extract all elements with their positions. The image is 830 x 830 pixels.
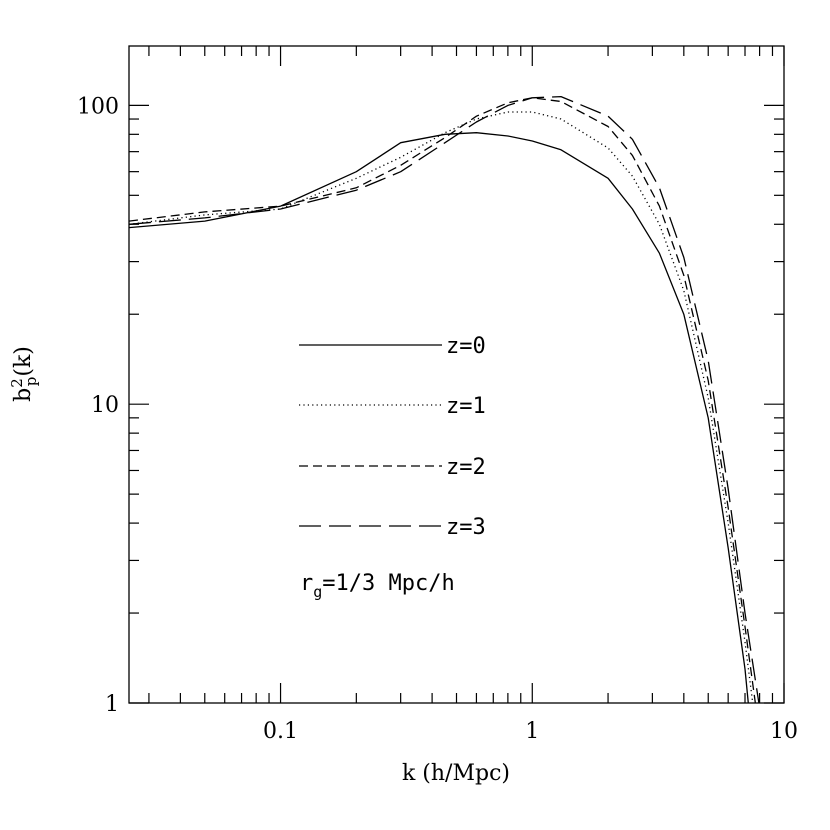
y-label-base: b [11, 388, 36, 402]
y-tick-label: 1 [105, 692, 119, 717]
legend-label-z3: z=3 [446, 515, 486, 540]
x-axis-label: k (h/Mpc) [402, 761, 510, 786]
y-axis-label: b2p(k) [8, 346, 40, 402]
x-tick-label: 0.1 [263, 719, 298, 744]
svg-text:b2p(k): b2p(k) [8, 346, 40, 402]
y-tick-label: 100 [77, 94, 119, 119]
axis-tick-labels: 0.1 1 10 1 10 100 [77, 94, 798, 744]
annotation-rest: =1/3 Mpc/h [322, 571, 454, 596]
x-tick-label: 1 [525, 719, 539, 744]
series-line-z2 [129, 97, 756, 703]
axis-ticks [129, 46, 785, 704]
series-line-z1 [129, 111, 754, 703]
annotation-rg: rg=1/3 Mpc/h [300, 571, 455, 601]
plot-frame [128, 45, 785, 704]
legend-label-z1: z=1 [446, 394, 486, 419]
series-lines [129, 95, 760, 703]
legend: z=0 z=1 z=2 z=3 [299, 334, 486, 540]
y-label-superscript: 2 [8, 378, 26, 388]
x-tick-label: 10 [770, 719, 798, 744]
y-label-suffix: (k) [11, 346, 36, 377]
series-line-z0 [129, 132, 749, 703]
y-label-subscript: p [22, 377, 40, 387]
legend-label-z2: z=2 [446, 455, 486, 480]
legend-label-z0: z=0 [446, 334, 486, 359]
y-tick-label: 10 [91, 393, 119, 418]
annotation-subscript: g [313, 583, 322, 601]
series-line-z3 [129, 95, 760, 703]
annotation-base: r [300, 571, 313, 596]
